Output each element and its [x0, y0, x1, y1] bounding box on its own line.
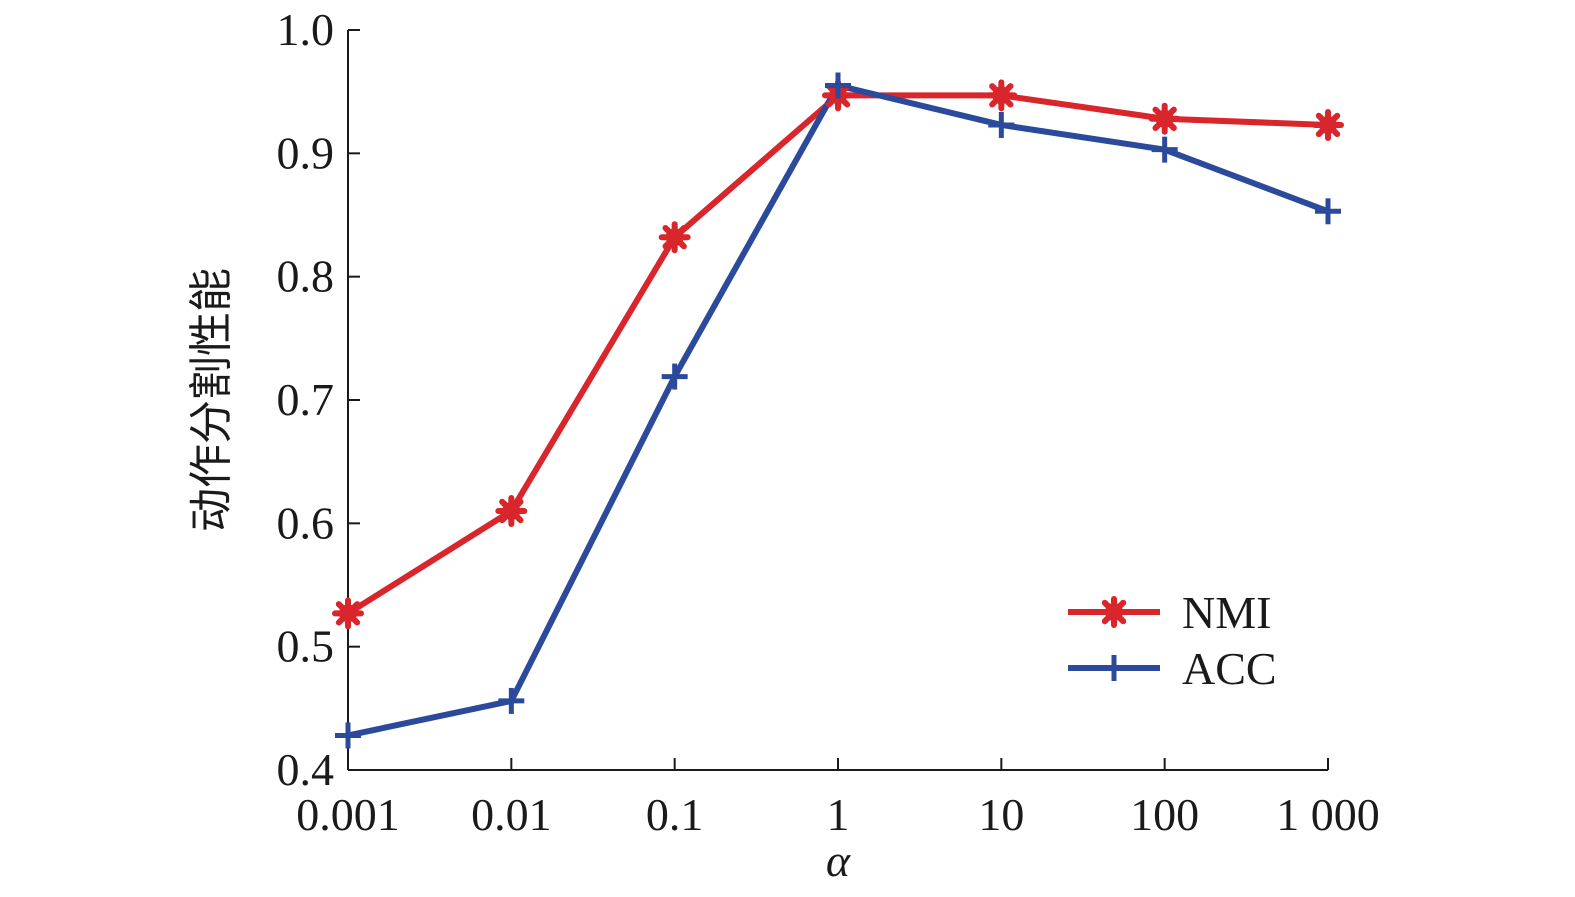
y-tick-label: 1.0 — [277, 4, 335, 55]
marker-spoke — [499, 498, 524, 524]
y-tick-label: 0.4 — [277, 744, 335, 795]
data-point-nmi — [495, 495, 528, 527]
y-tick-label: 0.9 — [277, 127, 335, 178]
legend-marker-acc — [1101, 655, 1127, 681]
data-point-acc — [661, 363, 688, 390]
x-tick-label: 10 — [978, 789, 1024, 840]
legend-label-nmi: NMI — [1182, 587, 1271, 638]
marker-spoke — [335, 601, 361, 626]
data-point-nmi — [985, 79, 1018, 112]
data-point-acc — [498, 687, 525, 714]
x-tick-label: 1 — [827, 789, 850, 840]
x-tick-label: 0.001 — [296, 789, 400, 840]
tick-group: 0.4 0.5 0.6 0.7 0.8 0.9 1.0 0.001 0.01 0.1 1 10 100 1… — [277, 4, 1380, 840]
data-point-acc — [1151, 136, 1178, 163]
marker-spoke — [662, 225, 687, 250]
x-tick-label: 100 — [1130, 789, 1199, 840]
marker-spoke — [1152, 106, 1177, 131]
marker-spoke — [989, 83, 1014, 108]
data-point-nmi — [658, 221, 691, 254]
data-point-acc — [825, 72, 851, 99]
x-tick-label: 0.01 — [471, 789, 552, 840]
data-point-acc — [988, 111, 1015, 138]
series-lines — [346, 82, 1330, 739]
axes — [347, 30, 1328, 771]
x-axis-title: α — [826, 835, 851, 886]
data-point-acc — [335, 722, 361, 749]
series-line-nmi — [346, 92, 1329, 616]
y-tick-label: 0.7 — [277, 374, 335, 425]
data-point-nmi — [1312, 108, 1344, 141]
y-tick-label: 0.6 — [277, 497, 335, 548]
legend-marker-nmi — [1098, 596, 1130, 628]
y-tick-label: 0.5 — [277, 621, 335, 672]
data-point-nmi — [1148, 102, 1181, 135]
data-point-acc — [1315, 198, 1341, 225]
y-tick-label: 0.8 — [277, 251, 335, 302]
x-tick-label: 0.1 — [646, 789, 704, 840]
legend-label-acc: ACC — [1182, 643, 1277, 694]
marker-spoke — [1101, 599, 1127, 625]
marker-spoke — [1315, 112, 1341, 138]
y-axis-title: 动作分割性能 — [186, 268, 237, 532]
series-line-acc — [347, 82, 1330, 739]
data-point-nmi — [332, 597, 364, 630]
series-markers — [332, 72, 1344, 749]
x-tick-label: 1 000 — [1276, 789, 1380, 840]
